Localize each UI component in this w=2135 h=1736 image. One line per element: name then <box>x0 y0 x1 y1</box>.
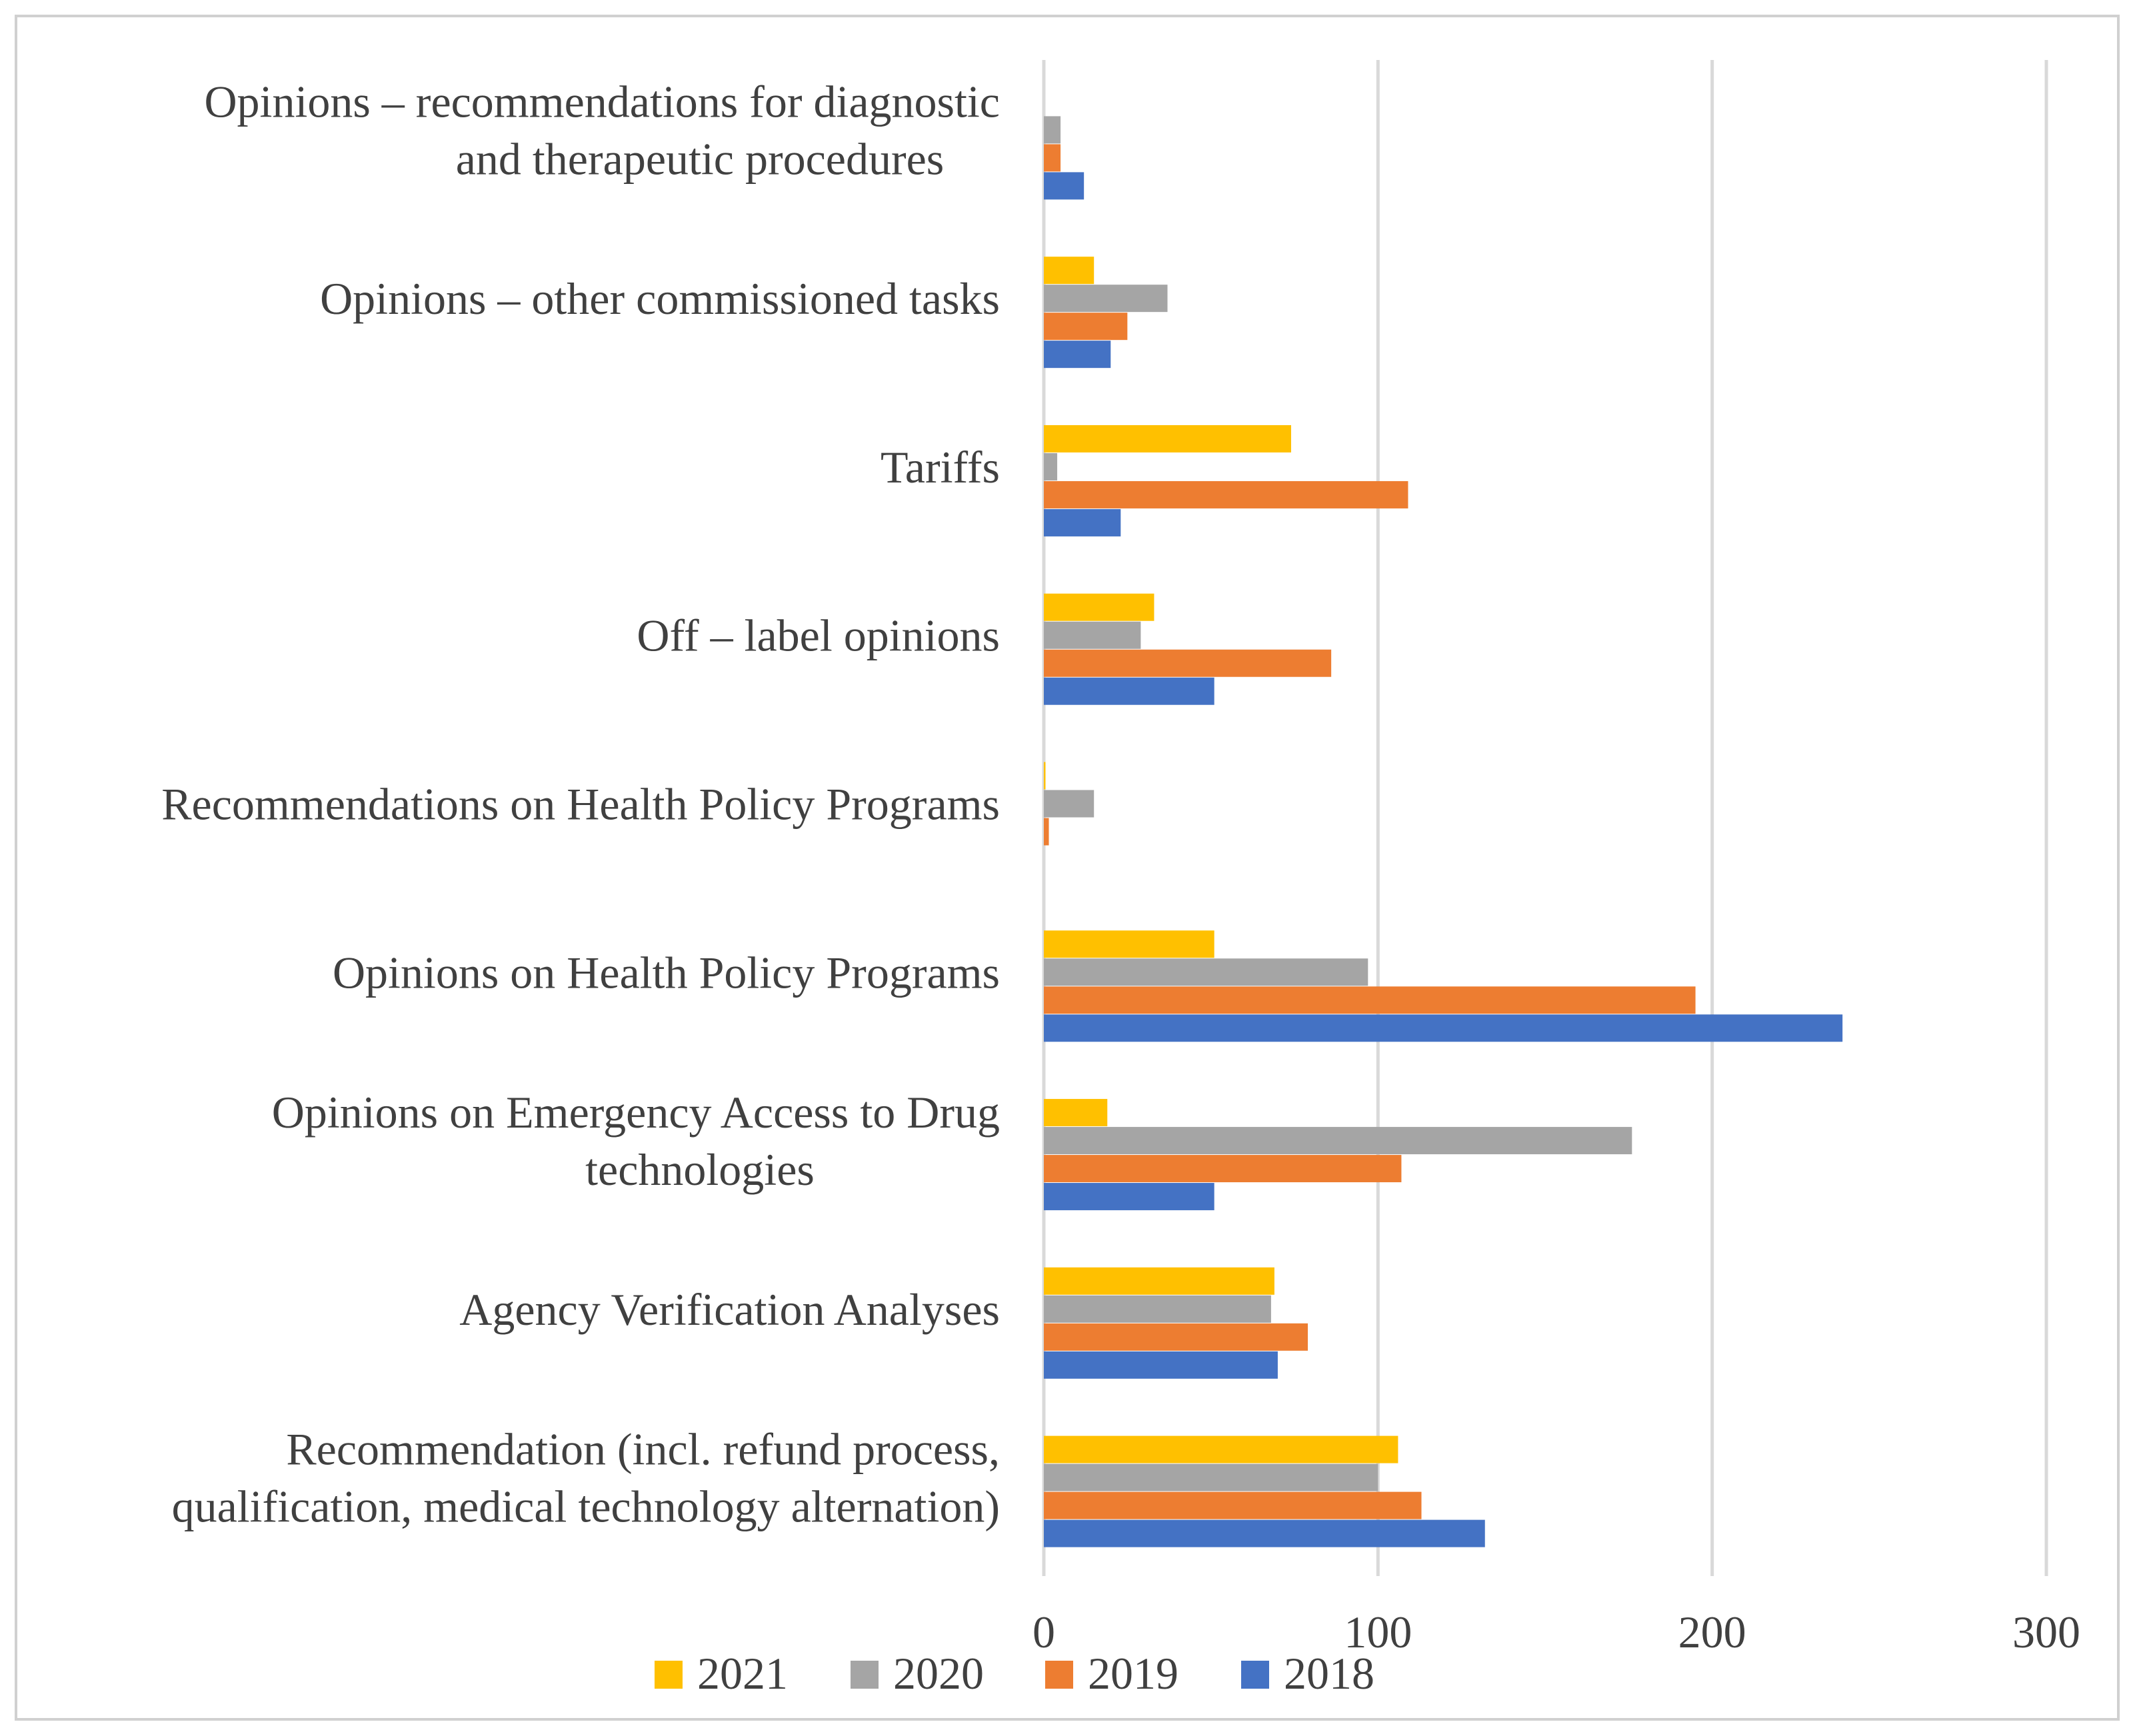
bar-2021-4 <box>1044 762 1046 790</box>
category-label: Opinions on Health Policy Programs <box>333 947 1000 998</box>
x-axis-ticks: 0 100 200 300 <box>1033 1607 2080 1657</box>
bars <box>1044 116 1843 1547</box>
category-label: Recommendations on Health Policy Program… <box>161 779 1000 830</box>
legend-label: 2021 <box>697 1648 788 1699</box>
legend: 2021 2020 2019 2018 <box>655 1648 1374 1699</box>
legend-swatch <box>655 1661 683 1689</box>
legend-swatch <box>1241 1661 1269 1689</box>
bar-2019-2 <box>1044 480 1408 508</box>
category-labels: Opinions – recommendations for diagnosti… <box>161 76 1000 1531</box>
legend-swatch <box>851 1661 879 1689</box>
legend-item-2018: 2018 <box>1241 1648 1374 1699</box>
category-label: Opinions on Emergency Access to Drug <box>272 1087 1000 1138</box>
legend-label: 2018 <box>1284 1648 1374 1699</box>
legend-label: 2019 <box>1088 1648 1178 1699</box>
bar-2018-2 <box>1044 508 1121 536</box>
category-label: and therapeutic procedures <box>456 133 945 184</box>
category-label: Agency Verification Analyses <box>459 1284 1000 1335</box>
bar-2018-8 <box>1044 1519 1485 1547</box>
bar-2020-6 <box>1044 1127 1632 1155</box>
tick-label: 100 <box>1344 1607 1412 1657</box>
bar-2020-5 <box>1044 958 1368 986</box>
bar-2020-1 <box>1044 285 1168 313</box>
bar-2018-1 <box>1044 341 1111 369</box>
tick-label: 300 <box>2012 1607 2080 1657</box>
bar-2021-6 <box>1044 1099 1108 1127</box>
legend-item-2020: 2020 <box>851 1648 984 1699</box>
bar-2019-1 <box>1044 313 1128 341</box>
bar-2020-3 <box>1044 621 1141 649</box>
bar-2018-0 <box>1044 172 1084 200</box>
bar-2018-3 <box>1044 677 1214 705</box>
bar-2021-1 <box>1044 257 1094 285</box>
bar-2019-7 <box>1044 1323 1308 1351</box>
category-label: technologies <box>585 1144 815 1195</box>
legend-item-2021: 2021 <box>655 1648 788 1699</box>
bar-2020-8 <box>1044 1463 1378 1491</box>
legend-label: 2020 <box>893 1648 984 1699</box>
bar-2018-5 <box>1044 1014 1843 1042</box>
bar-2020-0 <box>1044 116 1061 144</box>
category-label: Tariffs <box>881 442 1000 492</box>
bar-2019-4 <box>1044 818 1049 846</box>
bar-2021-8 <box>1044 1435 1398 1463</box>
bar-2020-4 <box>1044 790 1094 818</box>
legend-item-2019: 2019 <box>1045 1648 1178 1699</box>
bar-2020-2 <box>1044 452 1058 480</box>
bar-2018-6 <box>1044 1183 1214 1211</box>
category-label: Opinions – other commissioned tasks <box>320 273 1000 324</box>
category-label: Opinions – recommendations for diagnosti… <box>204 76 1000 127</box>
bar-2019-0 <box>1044 144 1061 172</box>
bar-2021-5 <box>1044 930 1214 958</box>
bar-2020-7 <box>1044 1295 1271 1323</box>
category-label: Off – label opinions <box>637 610 1000 661</box>
legend-swatch <box>1045 1661 1073 1689</box>
bar-2019-5 <box>1044 986 1696 1014</box>
tick-label: 0 <box>1033 1607 1055 1657</box>
bar-2021-7 <box>1044 1267 1274 1295</box>
bar-2019-3 <box>1044 649 1332 677</box>
category-label: qualification, medical technology altern… <box>172 1481 1000 1532</box>
bar-2019-8 <box>1044 1491 1422 1519</box>
bar-2018-7 <box>1044 1351 1278 1379</box>
tick-label: 200 <box>1678 1607 1746 1657</box>
bar-2021-3 <box>1044 593 1154 621</box>
bar-2021-2 <box>1044 425 1291 452</box>
bar-2019-6 <box>1044 1155 1402 1183</box>
category-label: Recommendation (incl. refund process, <box>286 1424 1000 1475</box>
